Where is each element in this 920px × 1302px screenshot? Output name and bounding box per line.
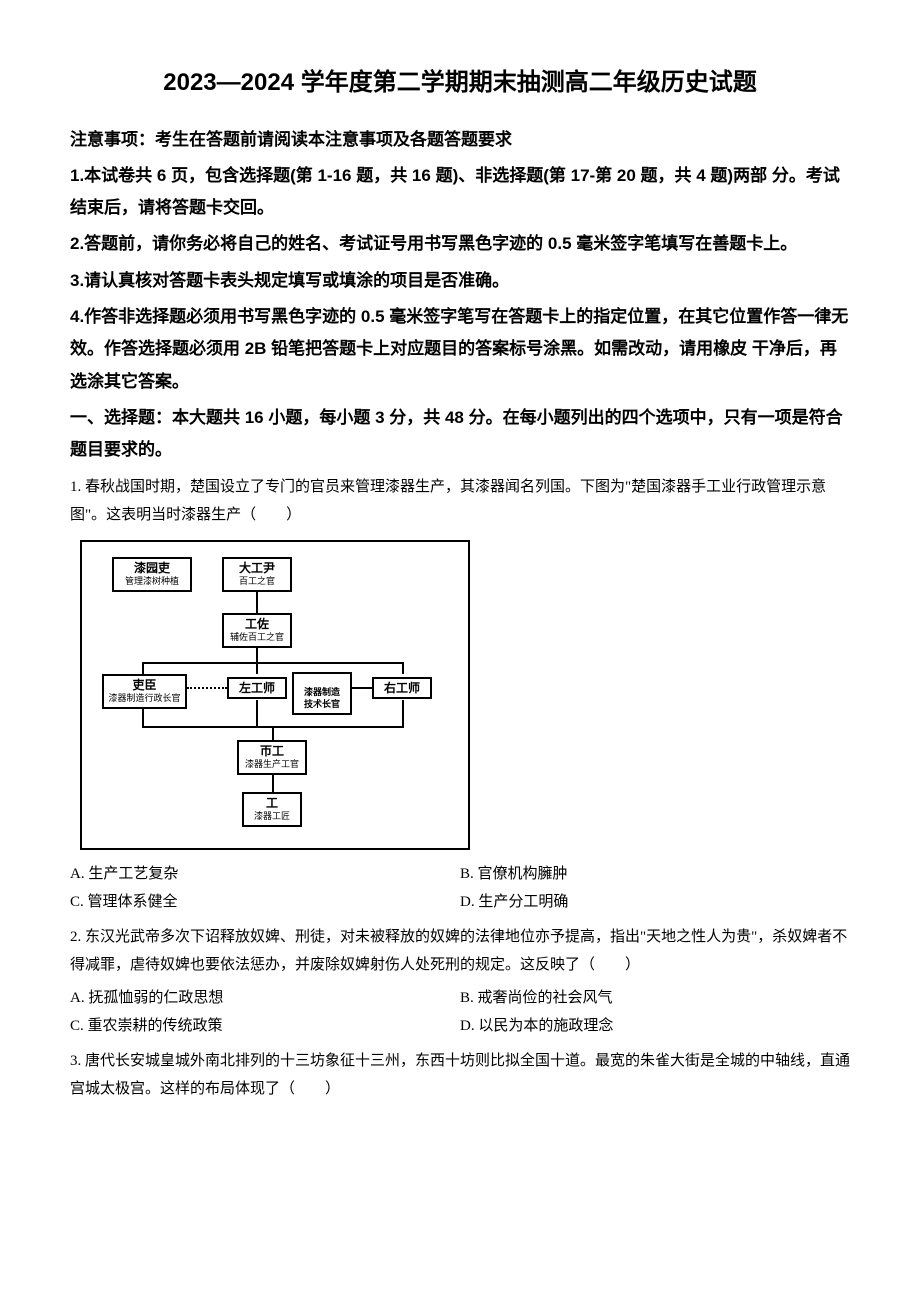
connector-line [256,700,258,726]
node-sub: 漆器生产工官 [243,759,301,771]
notice-1: 1.本试卷共 6 页，包含选择题(第 1-16 题，共 16 题)、非选择题(第… [70,160,850,225]
connector-line [142,662,144,674]
notice-3: 3.请认真核对答题卡表头规定填写或填涂的项目是否准确。 [70,265,850,297]
option-b: B. 官僚机构臃肿 [460,860,850,889]
node-title: 左工师 [239,681,275,695]
node-jishu: 漆器制造 技术长官 [292,672,352,715]
option-a: A. 生产工艺复杂 [70,860,460,889]
node-zuogongshi: 左工师 [227,677,287,699]
connector-line [272,726,274,740]
node-sub: 漆器工匠 [248,811,296,823]
node-sub: 漆器制造行政长官 [108,693,181,705]
node-sub: 辅佐百工之官 [228,632,286,644]
connector-line [256,647,258,662]
option-c: C. 管理体系健全 [70,888,460,917]
connector-line [256,591,258,613]
connector-line [402,700,404,726]
node-gong: 工 漆器工匠 [242,792,302,827]
node-title: 吏臣 [132,678,156,692]
org-chart-diagram: 漆园吏 管理漆树种植 大工尹 百工之官 工佐 辅佐百工之官 吏臣 漆器制造行政长… [80,540,470,850]
node-title: 工佐 [245,617,269,631]
node-sub: 百工之官 [228,576,286,588]
connector-dashed [187,687,227,689]
notice-label: 注意事项：考生在答题前请阅读本注意事项及各题答题要求 [70,124,850,156]
node-dagongyin: 大工尹 百工之官 [222,557,292,592]
question-2-text: 2. 东汉光武帝多次下诏释放奴婢、刑徒，对未被释放的奴婢的法律地位亦予提高，指出… [70,923,850,980]
connector-line [402,662,404,674]
option-d: D. 生产分工明确 [460,888,850,917]
question-3-text: 3. 唐代长安城皇城外南北排列的十三坊象征十三州，东西十坊则比拟全国十道。最宽的… [70,1047,850,1104]
node-qiyuanli: 漆园吏 管理漆树种植 [112,557,192,592]
node-yougongshi: 右工师 [372,677,432,699]
connector-line [142,662,402,664]
option-c: C. 重农崇耕的传统政策 [70,1012,460,1041]
node-title: 右工师 [384,681,420,695]
question-1-options: A. 生产工艺复杂 B. 官僚机构臃肿 C. 管理体系健全 D. 生产分工明确 [70,860,850,917]
page-title: 2023—2024 学年度第二学期期末抽测高二年级历史试题 [70,60,850,106]
node-gongzuo: 工佐 辅佐百工之官 [222,613,292,648]
notice-4: 4.作答非选择题必须用书写黑色字迹的 0.5 毫米签字笔写在答题卡上的指定位置，… [70,301,850,398]
node-title: 漆园吏 [134,561,170,575]
connector-line [272,774,274,792]
node-lichen: 吏臣 漆器制造行政长官 [102,674,187,709]
node-title: 工 [266,796,278,810]
section-1-header: 一、选择题：本大题共 16 小题，每小题 3 分，共 48 分。在每小题列出的四… [70,402,850,467]
option-a: A. 抚孤恤弱的仁政思想 [70,984,460,1013]
notice-2: 2.答题前，请你务必将自己的姓名、考试证号用书写黑色字迹的 0.5 毫米签字笔填… [70,228,850,260]
question-2-options: A. 抚孤恤弱的仁政思想 B. 戒奢尚俭的社会风气 C. 重农崇耕的传统政策 D… [70,984,850,1041]
question-1-text: 1. 春秋战国时期，楚国设立了专门的官员来管理漆器生产，其漆器闻名列国。下图为"… [70,473,850,530]
connector-line [352,687,372,689]
option-d: D. 以民为本的施政理念 [460,1012,850,1041]
node-title: 漆器制造 技术长官 [304,687,340,709]
node-title: 帀工 [260,744,284,758]
node-sub: 管理漆树种植 [118,576,186,588]
node-shigong: 帀工 漆器生产工官 [237,740,307,775]
option-b: B. 戒奢尚俭的社会风气 [460,984,850,1013]
connector-line [142,708,144,726]
connector-line [256,662,258,674]
node-title: 大工尹 [239,561,275,575]
